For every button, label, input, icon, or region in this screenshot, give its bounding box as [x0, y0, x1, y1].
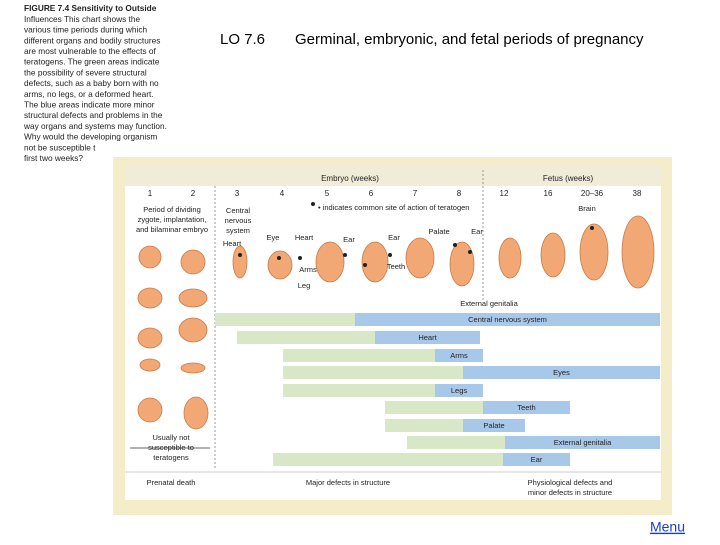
caption-line: defects, such as a baby born with no: [24, 78, 159, 88]
row-label: Legs: [451, 386, 468, 395]
caption-line: teratogens. The green areas indicate: [24, 57, 160, 67]
caption-line: different organs and bodily structures: [24, 35, 160, 45]
blue-bar: [435, 384, 483, 397]
week-label: 12: [500, 189, 509, 198]
minor-defects: minor defects in structure: [528, 488, 612, 497]
caption-line: structural defects and problems in the: [24, 110, 163, 120]
green-bar: [283, 349, 435, 362]
not-susceptible: Usually not: [152, 433, 190, 442]
blue-bar: [435, 349, 483, 362]
week-label: 16: [544, 189, 553, 198]
week-label: 1: [148, 189, 153, 198]
green-bar: [273, 453, 503, 466]
annotation: External genitalia: [460, 299, 518, 308]
caption-line: the possibility of severe structural: [24, 67, 147, 77]
row-label: Eyes: [553, 368, 570, 377]
caption-line: first two weeks?: [24, 153, 83, 163]
row-label: Central nervous system: [468, 315, 547, 324]
week-label: 3: [235, 189, 240, 198]
green-bar: [283, 366, 463, 379]
caption-line: are most vulnerable to the effects of: [24, 46, 156, 56]
cns-note: Central: [226, 206, 251, 215]
embryo-drawings: [137, 215, 655, 430]
week-label: 5: [325, 189, 330, 198]
green-bar: [385, 419, 463, 432]
row-label: Palate: [483, 421, 504, 430]
row-label: Arms: [450, 351, 468, 360]
annotation: Eye: [267, 233, 280, 242]
annotation: Ear: [343, 235, 355, 244]
cns-note: system: [226, 226, 250, 235]
annotation: Heart: [223, 239, 242, 248]
caption-line: Influences This chart shows the: [24, 14, 140, 24]
legend-note: • indicates common site of action of ter…: [318, 203, 469, 212]
row-label: Teeth: [517, 403, 535, 412]
annotation: Heart: [295, 233, 314, 242]
menu-link[interactable]: Menu: [650, 519, 685, 535]
caption-line: various time periods during which: [24, 25, 148, 35]
annotation: Leg: [298, 281, 311, 290]
fetus-header: Fetus (weeks): [543, 174, 594, 183]
period-note: and bilaminar embryo: [136, 225, 208, 234]
annotation: Palate: [428, 227, 449, 236]
caption-line: not be susceptible t: [24, 142, 96, 152]
green-bar: [385, 401, 483, 414]
week-label: 8: [457, 189, 462, 198]
prenatal-death: Prenatal death: [147, 478, 196, 487]
week-label: 38: [633, 189, 642, 198]
annotation: Ear: [388, 233, 400, 242]
embryo-header: Embryo (weeks): [321, 174, 379, 183]
row-label: External genitalia: [554, 438, 612, 447]
week-label: 20–36: [581, 189, 604, 198]
not-susceptible: teratogens: [153, 453, 189, 462]
blue-bar: [355, 313, 660, 326]
caption-line: Why would the developing organism: [24, 132, 157, 142]
blue-bar: [503, 453, 570, 466]
title-code: LO 7.6: [220, 31, 265, 48]
blue-bar: [505, 436, 660, 449]
caption-line: The blue areas indicate more minor: [24, 99, 155, 109]
blue-bar: [463, 419, 525, 432]
week-label: 6: [369, 189, 374, 198]
row-label: Heart: [418, 333, 437, 342]
row-label: Ear: [531, 455, 543, 464]
major-defects: Major defects in structure: [306, 478, 390, 487]
not-susceptible: susceptible to: [148, 443, 194, 452]
green-bar: [283, 384, 435, 397]
week-label: 2: [191, 189, 196, 198]
blue-bar: [375, 331, 480, 344]
green-bar: [407, 436, 505, 449]
blue-bar: [463, 366, 660, 379]
green-bar: [215, 313, 355, 326]
cns-note: nervous: [225, 216, 252, 225]
period-note: zygote, implantation,: [138, 215, 207, 224]
caption-line: arms, no legs, or a deformed heart.: [24, 89, 154, 99]
green-bar: [237, 331, 375, 344]
annotation: Arms: [299, 265, 317, 274]
teratogen-dots: [238, 202, 594, 267]
week-label: 4: [280, 189, 285, 198]
title-text: Germinal, embryonic, and fetal periods o…: [295, 31, 644, 48]
period-note: Period of dividing: [143, 205, 201, 214]
blue-bar: [483, 401, 570, 414]
header-band: [125, 166, 661, 186]
caption-line: way organs and systems may function.: [23, 121, 167, 131]
week-label: 7: [413, 189, 418, 198]
annotation: Ear: [471, 227, 483, 236]
annotation: Brain: [578, 204, 596, 213]
caption-line: FIGURE 7.4 Sensitivity to Outside: [24, 3, 157, 13]
annotation: Teeth: [387, 262, 405, 271]
minor-defects: Physiological defects and: [528, 478, 613, 487]
